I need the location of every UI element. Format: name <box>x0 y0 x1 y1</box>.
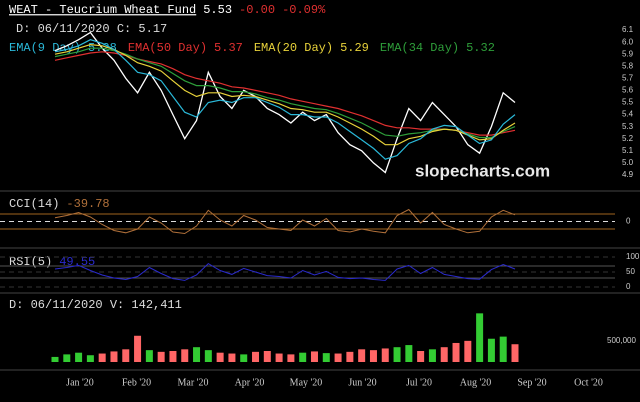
volume-bar <box>181 349 189 362</box>
x-tick-label: Oct '20 <box>574 377 603 388</box>
volume-bar <box>75 352 83 362</box>
volume-bar <box>393 347 401 362</box>
volume-bar <box>310 351 318 362</box>
y-tick-label: 6.1 <box>622 25 634 34</box>
y-tick-label: 5.4 <box>622 110 634 119</box>
y-tick-label: 5.1 <box>622 146 634 155</box>
volume-bar <box>169 351 177 362</box>
volume-bar <box>452 342 460 362</box>
cursor-text: D: 06/11/2020 C: 5.17 <box>16 22 167 36</box>
volume-bar <box>417 351 425 362</box>
volume-bar <box>216 352 224 362</box>
y-tick-label: 50 <box>626 267 635 276</box>
volume-bar <box>358 349 366 362</box>
indicator-value: -39.78 <box>66 197 109 211</box>
volume-bar <box>263 351 271 362</box>
volume-bar <box>499 336 507 362</box>
legend-label: EMA(34 Day) <box>380 41 459 55</box>
change: -0.00 <box>239 3 275 17</box>
y-tick-label: 0 <box>626 217 631 226</box>
legend-label: EMA(9 Day) <box>9 41 81 55</box>
y-tick-label: 5.7 <box>622 73 634 82</box>
volume-bar <box>193 347 201 362</box>
indicator-title: CCI(14) <box>9 197 59 211</box>
x-tick-label: May '20 <box>290 377 323 388</box>
volume-bar <box>145 350 153 362</box>
volume-bar <box>405 345 413 362</box>
volume-bar <box>86 355 94 362</box>
x-tick-label: Jan '20 <box>66 377 94 388</box>
y-tick-label: 500,000 <box>607 336 636 345</box>
x-tick-label: Jun '20 <box>348 377 376 388</box>
volume-bar <box>476 313 484 362</box>
x-tick-label: Apr '20 <box>235 377 265 388</box>
volume-bar <box>275 353 283 362</box>
y-tick-label: 5.8 <box>622 61 634 70</box>
indicator-line <box>54 208 516 235</box>
legend-value: 5.37 <box>214 41 243 55</box>
volume-bar <box>369 350 377 362</box>
y-tick-label: 5.0 <box>622 158 634 167</box>
volume-bar <box>322 353 330 362</box>
legend-label: EMA(50 Day) <box>128 41 207 55</box>
x-tick-label: Jul '20 <box>406 377 432 388</box>
y-tick-label: 5.3 <box>622 122 634 131</box>
y-tick-label: 5.2 <box>622 134 634 143</box>
last-price: 5.53 <box>203 3 232 17</box>
y-tick-label: 5.6 <box>622 86 634 95</box>
chart-title: WEAT - Teucrium Wheat Fund <box>9 3 196 17</box>
volume-bar <box>511 344 519 362</box>
volume-bar <box>287 354 295 362</box>
volume-bar <box>134 335 142 362</box>
volume-bar <box>110 351 118 362</box>
volume-bar <box>240 354 248 362</box>
volume-bar <box>464 340 472 362</box>
volume-bar <box>440 347 448 362</box>
volume-bar <box>51 356 59 362</box>
y-tick-label: 0 <box>626 282 631 291</box>
y-tick-label: 6.0 <box>622 37 634 46</box>
ema-line <box>54 39 516 160</box>
ema-line <box>54 43 516 146</box>
volume-bar <box>98 353 106 362</box>
volume-bar <box>428 349 436 362</box>
volume-bar <box>122 349 130 362</box>
volume-bar <box>487 338 495 362</box>
volume-bar <box>204 350 212 362</box>
legend-label: EMA(20 Day) <box>254 41 333 55</box>
y-tick-label: 4.9 <box>622 170 634 179</box>
volume-bar <box>63 354 71 362</box>
indicator-line <box>54 262 516 281</box>
x-tick-label: Aug '20 <box>460 377 492 388</box>
y-tick-label: 100 <box>626 252 640 261</box>
change-pct: -0.09% <box>282 3 326 17</box>
y-tick-label: 5.9 <box>622 49 634 58</box>
x-tick-label: Feb '20 <box>122 377 151 388</box>
volume-bar <box>228 353 236 362</box>
volume-bar <box>381 348 389 362</box>
legend-value: 5.29 <box>340 41 369 55</box>
legend-value: 5.32 <box>466 41 495 55</box>
volume-bar <box>346 351 354 362</box>
x-tick-label: Mar '20 <box>178 377 209 388</box>
volume-bar <box>252 351 260 362</box>
cursor-text: D: 06/11/2020 V: 142,411 <box>9 298 182 312</box>
x-tick-label: Sep '20 <box>517 377 546 388</box>
volume-bar <box>157 351 165 362</box>
volume-bar <box>334 353 342 362</box>
y-tick-label: 5.5 <box>622 98 634 107</box>
price-line <box>54 31 516 174</box>
watermark: slopecharts.com <box>415 161 550 180</box>
volume-bar <box>299 352 307 362</box>
